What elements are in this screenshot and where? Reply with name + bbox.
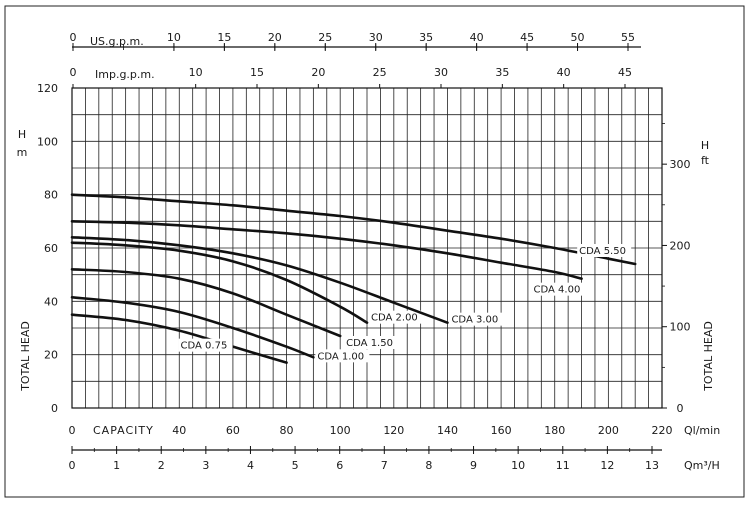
x-axis-capacity: CAPACITY Ql/min 0 40 60 80 100 120 140 160 180 20… xyxy=(69,424,721,437)
series-label-bg xyxy=(369,310,423,324)
m3h-tick-label: 2 xyxy=(158,459,165,472)
m3h-tick-label: 13 xyxy=(645,459,659,472)
x-tick-label: 180 xyxy=(544,424,565,437)
imp-gpm-axis: Imp.g.p.m. 0 10 15 20 25 30 35 40 45 xyxy=(70,66,632,88)
series-label-cda-2-00: CDA 2.00 xyxy=(371,313,418,324)
series-label-cda-4-00: CDA 4.00 xyxy=(534,285,581,296)
us-gpm-tick-label: 55 xyxy=(621,31,635,44)
x-tick-label: 80 xyxy=(280,424,294,437)
m3h-tick-label: 11 xyxy=(556,459,570,472)
curve-cda-3-00 xyxy=(70,236,449,324)
us-gpm-tick-label: 35 xyxy=(419,31,433,44)
x-tick-label: 140 xyxy=(437,424,458,437)
y-left-tick-label: 80 xyxy=(44,189,58,202)
y-axis-unit-m: m xyxy=(17,146,28,159)
curve-cda-1-50 xyxy=(70,268,342,338)
x-tick-label: 120 xyxy=(383,424,404,437)
us-gpm-tick-label: 10 xyxy=(167,31,181,44)
imp-gpm-tick-label: 35 xyxy=(495,66,509,79)
chart-frame xyxy=(4,5,745,498)
curve-cda-5-50 xyxy=(70,193,637,266)
series-label-bg xyxy=(531,282,586,296)
us-gpm-tick-label: 45 xyxy=(520,31,534,44)
m3h-tick-label: 7 xyxy=(381,459,388,472)
us-gpm-tick-label: 30 xyxy=(369,31,383,44)
x-tick-label: 0 xyxy=(69,424,76,437)
x-axis-unit: Ql/min xyxy=(684,424,720,437)
y-left-tick-label: 100 xyxy=(37,135,58,148)
y-left-tick-label: 60 xyxy=(44,242,58,255)
m3h-tick-label: 8 xyxy=(425,459,432,472)
series-label-cda-0-75: CDA 0.75 xyxy=(181,341,228,352)
imp-gpm-tick-label: 25 xyxy=(373,66,387,79)
y-right-tick-label: 300 xyxy=(670,158,691,171)
m3h-tick-label: 10 xyxy=(511,459,525,472)
imp-gpm-tick-label: 20 xyxy=(311,66,325,79)
x-axis-title: CAPACITY xyxy=(93,424,154,437)
m3h-axis-unit: Qm³/H xyxy=(684,459,720,472)
x-tick-label: 60 xyxy=(226,424,240,437)
m3h-tick-label: 5 xyxy=(292,459,299,472)
us-gpm-tick-label: 20 xyxy=(268,31,282,44)
m3h-tick-label: 6 xyxy=(336,459,343,472)
imp-gpm-tick-label: 0 xyxy=(70,66,77,79)
m3h-tick-label: 1 xyxy=(113,459,120,472)
us-gpm-tick-label: 40 xyxy=(470,31,484,44)
series-label-bg xyxy=(577,244,632,257)
y-right-tick-label: 100 xyxy=(670,321,691,334)
m3h-tick-label: 9 xyxy=(470,459,477,472)
series-label-cda-1-00: CDA 1.00 xyxy=(317,351,364,362)
x-tick-label: 40 xyxy=(172,424,186,437)
series-label-cda-5-50: CDA 5.50 xyxy=(579,246,626,257)
y-axis-right-unit-ft: ft xyxy=(701,154,710,167)
m3h-tick-label: 3 xyxy=(202,459,209,472)
y-axis-right: H ft TOTAL HEAD 0 100 200 300 xyxy=(662,123,715,415)
imp-gpm-axis-title: Imp.g.p.m. xyxy=(95,68,155,81)
y-axis-right-unit-h: H xyxy=(701,139,709,152)
curve-cda-4-00 xyxy=(70,220,583,280)
us-gpm-tick-label: 15 xyxy=(217,31,231,44)
m3h-tick-label: 0 xyxy=(69,459,76,472)
m3h-tick-label: 4 xyxy=(247,459,254,472)
imp-gpm-tick-label: 10 xyxy=(189,66,203,79)
curve-cda-2-00 xyxy=(70,241,369,324)
y-right-tick-label: 0 xyxy=(677,402,684,415)
imp-gpm-tick-label: 30 xyxy=(434,66,448,79)
y-axis-left-title: TOTAL HEAD xyxy=(19,321,32,392)
series-label-bg xyxy=(449,312,504,326)
m3h-tick-label: 12 xyxy=(600,459,614,472)
imp-gpm-tick-label: 45 xyxy=(618,66,632,79)
x-tick-label: 100 xyxy=(330,424,351,437)
series-label-bg xyxy=(178,338,233,352)
plot-area xyxy=(71,87,663,409)
y-left-tick-label: 120 xyxy=(37,82,58,95)
x-tick-label: 160 xyxy=(491,424,512,437)
y-right-tick-label: 200 xyxy=(670,239,691,252)
series-label-bg xyxy=(344,336,399,349)
y-left-tick-label: 0 xyxy=(51,402,58,415)
us-gpm-tick-label: 0 xyxy=(70,31,77,44)
series-label-cda-3-00: CDA 3.00 xyxy=(451,315,498,326)
us-gpm-axis: US.g.p.m. 0 10 15 20 25 30 35 40 45 50 55 xyxy=(70,31,641,51)
x-tick-label: 220 xyxy=(652,424,673,437)
curve-cda-1-00 xyxy=(70,296,315,359)
curve-cda-0-75 xyxy=(70,313,288,364)
y-left-tick-label: 40 xyxy=(44,295,58,308)
us-gpm-tick-label: 25 xyxy=(318,31,332,44)
y-axis-right-title: TOTAL HEAD xyxy=(702,321,715,392)
y-left-tick-label: 20 xyxy=(44,349,58,362)
series-label-cda-1-50: CDA 1.50 xyxy=(346,338,393,349)
series-group: CDA 0.75 CDA 1.00 CDA 1.50 CDA 2.00 CDA 3.00… xyxy=(70,193,637,364)
y-axis-left: H m TOTAL HEAD 0 20 40 60 80 100 120 xyxy=(17,82,58,415)
x-tick-label: 200 xyxy=(598,424,619,437)
imp-gpm-tick-label: 40 xyxy=(557,66,571,79)
imp-gpm-tick-label: 15 xyxy=(250,66,264,79)
m3h-axis: Qm³/H 0 1 2 3 4 5 6 7 8 9 10 11 12 13 xyxy=(69,446,720,472)
y-axis-unit-h: H xyxy=(18,128,26,141)
us-gpm-tick-label: 50 xyxy=(571,31,585,44)
us-gpm-axis-title: US.g.p.m. xyxy=(90,35,144,48)
series-label-bg xyxy=(315,349,370,363)
